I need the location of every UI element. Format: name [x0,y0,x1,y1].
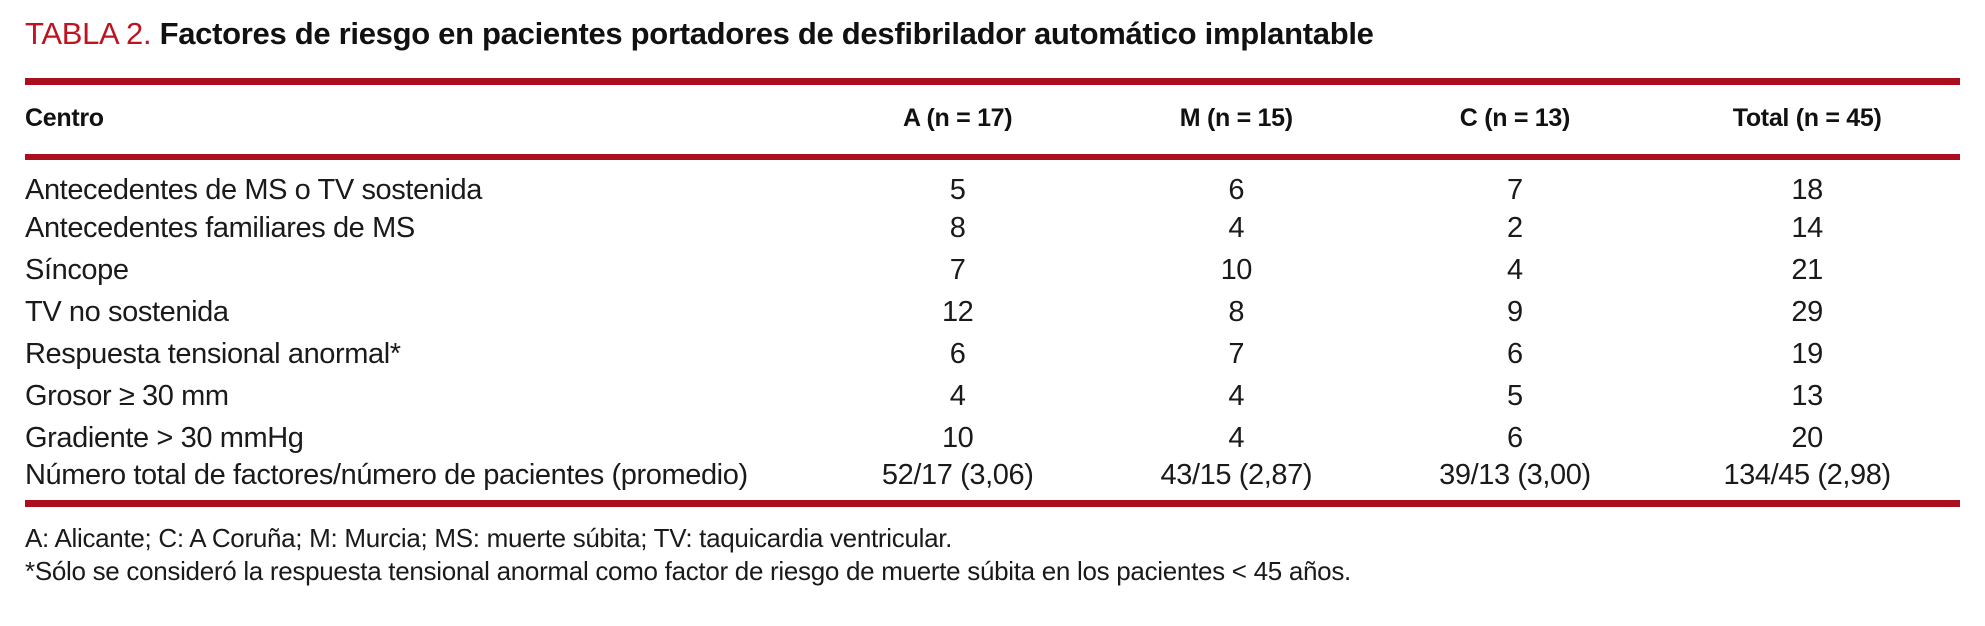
table-caption: TABLA 2. Factores de riesgo en pacientes… [25,14,1960,54]
row-label: Antecedentes familiares de MS [25,211,415,244]
cell-a: 6 [949,337,966,370]
footnote-abbreviations: A: Alicante; C: A Coruña; M: Murcia; MS:… [25,523,953,553]
row-label: Síncope [25,253,129,286]
cell-m: 4 [1228,211,1245,244]
cell-total: 21 [1791,253,1823,286]
cell-total: 19 [1791,337,1823,370]
table-row: Antecedentes familiares de MS 8 4 2 14 [25,207,1960,249]
header-row: Centro A (n = 17) M (n = 15) C (n = 13) … [25,78,1960,160]
cell-m: 4 [1228,421,1245,454]
cell-c: 2 [1507,211,1523,244]
cell-a: 7 [949,253,966,286]
row-label: Número total de factores/número de pacie… [25,459,748,491]
row-label: Respuesta tensional anormal* [25,337,401,370]
column-header-m: M (n = 15) [1096,78,1376,160]
table-body: Antecedentes de MS o TV sostenida 5 6 7 … [25,157,1960,504]
table-title: Factores de riesgo en pacientes portador… [159,16,1374,51]
cell-m: 43/15 (2,87) [1160,459,1313,491]
risk-factors-table: Centro A (n = 17) M (n = 15) C (n = 13) … [25,78,1960,507]
cell-total: 20 [1791,421,1823,454]
cell-total: 29 [1791,295,1823,328]
column-header-centro: Centro [25,78,819,160]
column-header-a: A (n = 17) [818,78,1097,160]
row-label: Gradiente > 30 mmHg [25,421,304,454]
cell-m: 8 [1228,295,1245,328]
cell-c: 6 [1507,337,1523,370]
table-footnotes: A: Alicante; C: A Coruña; M: Murcia; MS:… [25,522,1960,588]
table-number-label: TABLA 2. [25,16,152,51]
cell-a: 8 [949,211,966,244]
cell-a: 52/17 (3,06) [881,459,1034,491]
cell-c: 7 [1507,174,1523,206]
cell-c: 5 [1507,379,1523,412]
cell-m: 10 [1220,253,1253,286]
cell-a: 12 [941,295,974,328]
footnote-asterisk: *Sólo se consideró la respuesta tensiona… [25,556,1351,586]
row-label: Antecedentes de MS o TV sostenida [25,174,483,206]
table-row: Grosor ≥ 30 mm 4 4 5 13 [25,375,1960,417]
table-row: Antecedentes de MS o TV sostenida 5 6 7 … [25,157,1960,207]
cell-c: 4 [1507,253,1523,286]
cell-m: 6 [1228,174,1245,206]
cell-m: 7 [1228,337,1245,370]
cell-a: 4 [949,379,966,412]
cell-a: 10 [941,421,974,454]
table-row: Gradiente > 30 mmHg 10 4 6 20 [25,417,1960,459]
cell-total: 13 [1791,379,1823,412]
table-row: TV no sostenida 12 8 9 29 [25,291,1960,333]
cell-c: 39/13 (3,00) [1439,459,1591,491]
cell-c: 9 [1507,295,1523,328]
row-label: Grosor ≥ 30 mm [25,379,229,412]
table-row: Número total de factores/número de pacie… [25,459,1960,504]
cell-total: 134/45 (2,98) [1723,459,1891,491]
table-row: Síncope 7 10 4 21 [25,249,1960,291]
cell-c: 6 [1507,421,1523,454]
row-label: TV no sostenida [25,295,229,328]
cell-total: 18 [1791,174,1823,206]
cell-total: 14 [1791,211,1823,244]
cell-a: 5 [949,174,966,206]
cell-m: 4 [1228,379,1245,412]
column-header-c: C (n = 13) [1375,78,1655,160]
column-header-total: Total (n = 45) [1654,78,1960,160]
table-row: Respuesta tensional anormal* 6 7 6 19 [25,333,1960,375]
table-header: Centro A (n = 17) M (n = 15) C (n = 13) … [25,78,1960,160]
